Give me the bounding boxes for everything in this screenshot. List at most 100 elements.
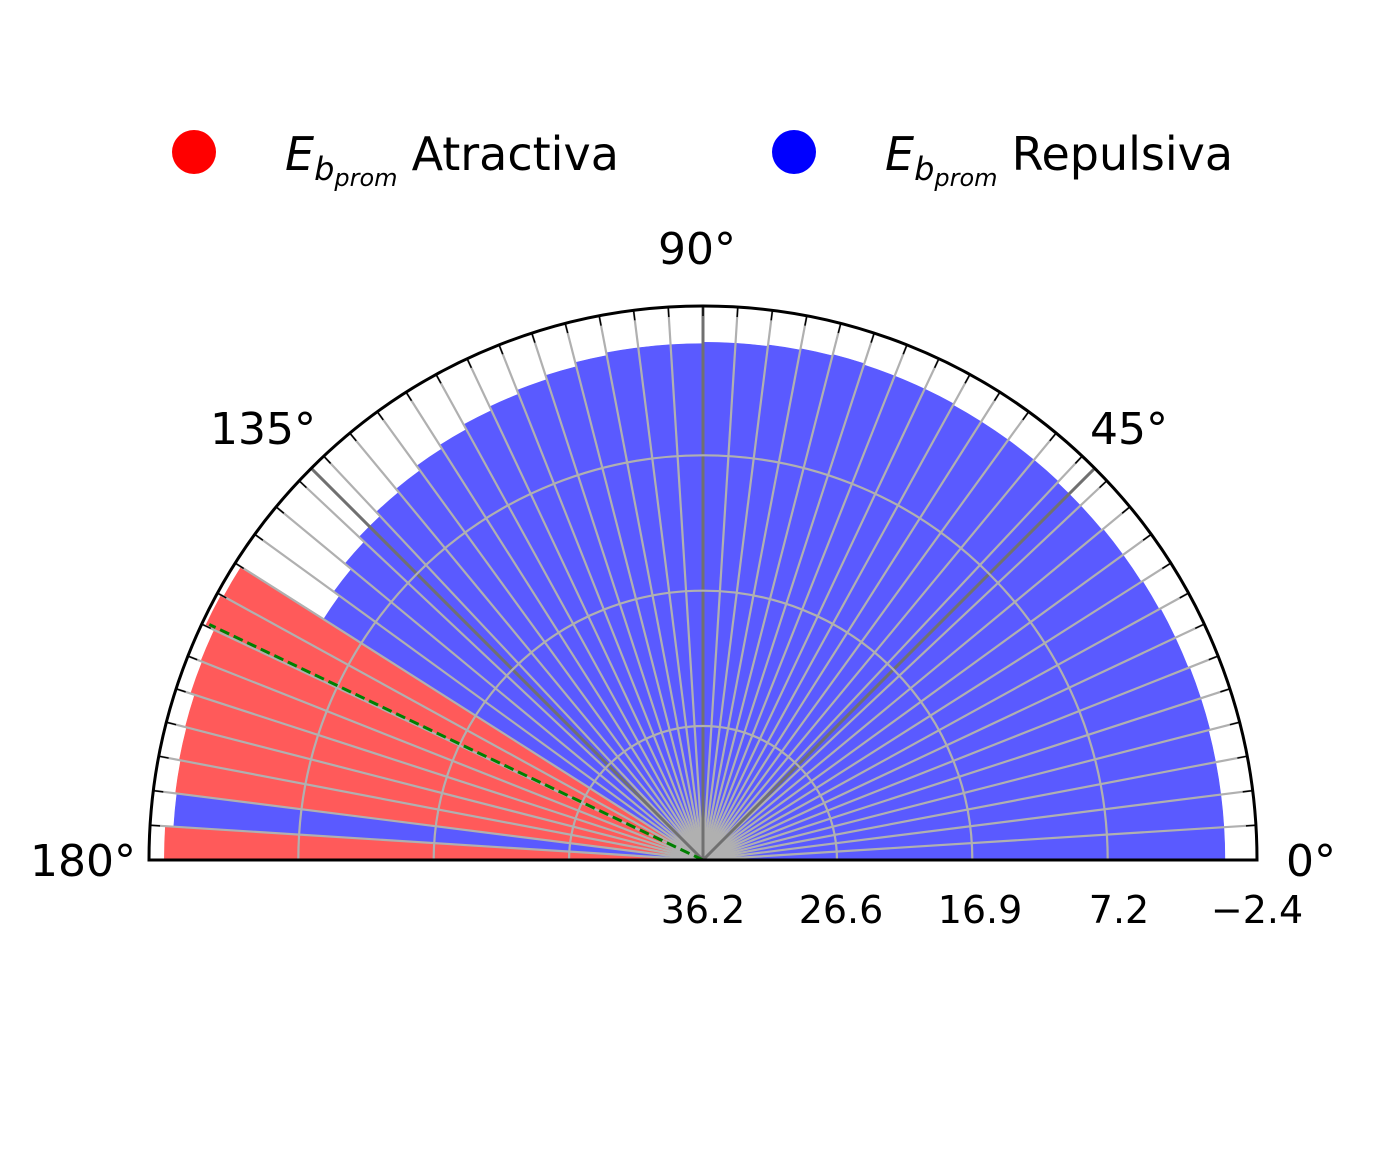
frame-layer: [147, 304, 1259, 862]
frame-tick-22: [804, 315, 808, 326]
legend-subsub-atractiva: prom: [333, 164, 397, 192]
grid-spoke-46: [166, 721, 704, 862]
grid-spoke-37: [322, 455, 704, 861]
frame-tick-6: [1208, 655, 1219, 661]
grid-spoke-17: [702, 374, 971, 861]
radial-label-5: −2.4: [1211, 888, 1303, 932]
frame-tick-48: [153, 789, 164, 793]
frame-tick-2: [1242, 789, 1253, 793]
legend-sub-repulsiva: b: [914, 150, 934, 188]
polar-frame: [147, 304, 1259, 862]
grid-spoke-21: [701, 323, 842, 861]
angle-label-0: 0°: [1286, 836, 1336, 887]
grid-spoke-8: [702, 592, 1189, 861]
grid-spoke-39: [275, 506, 704, 861]
frame-tick-11: [1121, 506, 1131, 514]
frame-tick-19: [902, 344, 908, 355]
grid-arc-1: [432, 589, 974, 861]
frame-tick-13: [1074, 455, 1083, 464]
grid-spoke-10: [702, 533, 1152, 861]
grid-spoke-18: [702, 358, 940, 861]
frame-tick-23: [770, 310, 774, 321]
grid-spoke-15: [702, 411, 1030, 861]
frame-tick-45: [175, 688, 186, 693]
reference-line: [208, 623, 704, 862]
grid-spoke-41: [234, 562, 704, 861]
grid-spoke-13: [702, 455, 1084, 861]
grid-spoke-28: [598, 315, 705, 861]
frame-tick-32: [466, 358, 473, 369]
legend-text-atractiva: Atractiva: [412, 127, 619, 181]
frame-tick-24: [736, 307, 739, 318]
grid-spoke-42: [217, 592, 704, 861]
legend-label-repulsiva: Ebprom Repulsiva: [885, 127, 1233, 192]
legend-sub-atractiva: b: [314, 150, 334, 188]
grid-spoke-16: [702, 391, 1001, 861]
grid-spoke-22: [701, 315, 808, 861]
frame-tick-38: [298, 480, 307, 489]
grid-spoke-34: [405, 391, 704, 861]
frame-tick-46: [166, 721, 177, 726]
grid-spoke-38: [298, 479, 704, 861]
radial-label-3: 16.9: [938, 888, 1023, 932]
frame-tick-5: [1220, 688, 1231, 693]
legend-text-repulsiva: Repulsiva: [1012, 127, 1234, 181]
grid-spoke-47: [158, 755, 704, 862]
legend-subsub-repulsiva: prom: [933, 164, 997, 192]
frame-tick-17: [964, 374, 971, 384]
legend-symbol-repulsiva: E: [885, 127, 914, 181]
frame-tick-18: [933, 358, 940, 369]
grid-spoke-4: [702, 721, 1240, 862]
grid-arc-2: [297, 454, 1109, 861]
frame-tick-1: [1245, 824, 1256, 827]
reference-line-layer: [208, 623, 704, 862]
frame-tick-39: [275, 506, 285, 514]
grid-spoke-49: [150, 824, 704, 862]
grid-spoke-9: [702, 562, 1172, 861]
grid-spoke-33: [435, 374, 704, 861]
frame-tick-14: [1049, 432, 1057, 442]
angle-label-45: 45°: [1090, 404, 1168, 455]
grid-arc-0: [567, 724, 839, 861]
frame-tick-44: [187, 655, 198, 661]
legend: Ebprom Atractiva Ebprom Repulsiva: [172, 127, 1233, 192]
angle-label-90: 90°: [658, 224, 736, 275]
frame-tick-10: [1142, 533, 1152, 541]
frame-tick-30: [531, 332, 536, 343]
grid-spoke-32: [466, 358, 704, 861]
frame-tick-43: [201, 623, 212, 630]
grid-spoke-20: [701, 332, 876, 861]
frame-tick-21: [837, 323, 842, 334]
frame-tick-4: [1229, 721, 1240, 726]
radial-label-1: 36.2: [661, 888, 746, 932]
frame-tick-34: [405, 391, 413, 402]
grid-spoke-45: [175, 687, 704, 862]
grid-spoke-27: [632, 310, 705, 861]
frame-tick-15: [1022, 411, 1030, 421]
legend-marker-repulsiva: [772, 130, 816, 174]
grid-spoke-31: [498, 344, 705, 861]
frame-tick-49: [150, 824, 161, 827]
grid-spoke-14: [702, 432, 1057, 861]
grid-spoke-5: [702, 687, 1231, 862]
frame-tick-33: [435, 374, 442, 384]
frame-tick-36: [349, 432, 357, 442]
grid-spoke-1: [702, 824, 1256, 862]
grid-spoke-29: [564, 323, 705, 861]
frame-tick-9: [1161, 562, 1172, 570]
frame-tick-31: [498, 344, 504, 355]
frame-tick-7: [1194, 623, 1205, 630]
frame-tick-8: [1179, 592, 1189, 599]
grid-spoke-19: [701, 344, 908, 861]
frame-tick-35: [376, 411, 384, 421]
grid-spoke-6: [702, 655, 1219, 862]
frame-tick-20: [870, 332, 875, 343]
grid-spoke-24: [701, 307, 739, 861]
grid-spoke-36: [349, 432, 704, 861]
frame-tick-16: [993, 391, 1001, 402]
grid-spoke-3: [702, 755, 1248, 862]
radial-label-4: 7.2: [1089, 888, 1149, 932]
angular-tick-labels: 0° 45° 90° 135° 180°: [30, 224, 1336, 887]
grid-spoke-major-135: [310, 467, 705, 862]
